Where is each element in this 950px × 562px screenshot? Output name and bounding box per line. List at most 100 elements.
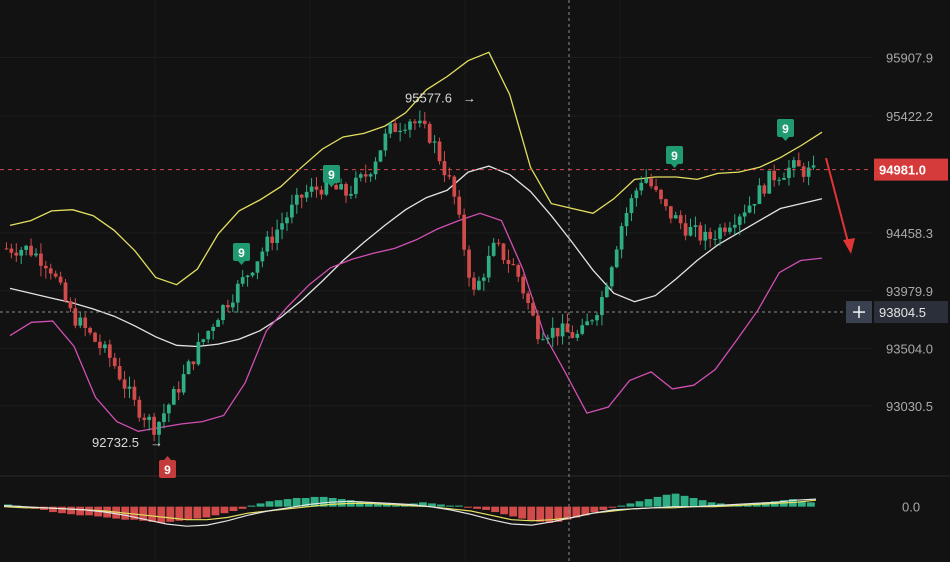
candle-body — [747, 205, 752, 213]
histogram-bar — [518, 506, 527, 519]
oscillator-zero-label: 0.0 — [902, 500, 920, 515]
candle-body — [481, 277, 486, 281]
candle-body — [609, 267, 614, 287]
candle-body — [393, 123, 398, 132]
candle-body — [600, 297, 604, 316]
histogram-bar — [662, 494, 671, 507]
candle-body — [245, 275, 250, 278]
candle-body — [777, 179, 781, 181]
td-marker-badge — [233, 243, 250, 261]
histogram-bar — [247, 505, 256, 507]
candle-body — [324, 177, 329, 195]
td-marker-pointer — [238, 261, 245, 265]
candle-body — [265, 236, 270, 252]
candle-body — [78, 317, 83, 326]
histogram-bar — [734, 505, 743, 507]
candle-body — [142, 417, 147, 421]
histogram-bar — [482, 506, 490, 510]
candle-body — [19, 249, 24, 256]
candle-body — [117, 365, 122, 380]
candle-body — [363, 174, 368, 177]
candle-body — [235, 283, 240, 303]
histogram-bar — [464, 506, 472, 508]
candle-body — [668, 206, 673, 219]
td-marker-label: 9 — [238, 246, 245, 260]
candle-body — [14, 252, 19, 256]
histogram-bar — [76, 506, 84, 516]
histogram-bar — [689, 498, 698, 507]
candle-body — [585, 321, 590, 326]
histogram-bar — [211, 506, 220, 516]
histogram-bar — [337, 499, 346, 507]
candle-body — [713, 238, 717, 240]
candle-body — [718, 227, 722, 239]
candle-body — [98, 341, 102, 349]
candle-body — [501, 243, 506, 261]
candle-body — [299, 194, 304, 198]
candle-body — [24, 245, 29, 250]
crosshair-price-badge — [874, 301, 948, 324]
candle-body — [162, 413, 166, 422]
candle-body — [230, 302, 235, 308]
histogram-bar — [527, 506, 536, 521]
y-tick-label: 93030.5 — [886, 399, 933, 414]
histogram-bar — [139, 506, 148, 521]
y-tick-label: 93504.0 — [886, 341, 933, 356]
td-marker-badge — [666, 146, 683, 164]
histogram-bar — [509, 506, 518, 517]
candle-body — [565, 323, 570, 333]
histogram-bar — [446, 505, 454, 507]
histogram-bar — [545, 506, 554, 523]
histogram-bar — [166, 506, 175, 522]
band-line-1 — [9, 51, 823, 286]
histogram-bar — [256, 503, 265, 507]
histogram-bar — [617, 505, 626, 507]
candle-body — [88, 327, 92, 333]
candle-body — [693, 225, 698, 227]
candle-body — [452, 176, 457, 197]
histogram-bar — [455, 505, 463, 507]
candle-body — [644, 178, 649, 183]
candle-body — [83, 317, 88, 328]
candle-body — [570, 332, 575, 338]
candle-body — [270, 236, 275, 243]
candle-body — [167, 404, 171, 414]
candle-body — [368, 174, 373, 177]
candle-body — [201, 339, 206, 342]
candle-body — [575, 333, 580, 338]
candle-body — [801, 166, 806, 177]
candle-body — [191, 361, 196, 365]
candle-body — [634, 190, 639, 199]
candle-body — [294, 194, 299, 205]
histogram-bar — [283, 499, 292, 507]
histogram-bar — [85, 506, 94, 516]
histogram-bar — [175, 506, 184, 521]
current-price-badge — [874, 158, 948, 181]
candle-body — [250, 272, 255, 276]
candle-body — [417, 120, 422, 124]
candle-body — [39, 253, 43, 266]
candle-body — [132, 386, 137, 400]
candle-body — [319, 189, 324, 195]
candle-body — [285, 217, 289, 224]
candle-body — [427, 123, 432, 143]
histogram-bar — [391, 505, 400, 507]
candle-body — [280, 223, 284, 230]
histogram-bar — [473, 506, 481, 509]
candle-body — [437, 141, 442, 162]
candle-body — [728, 227, 732, 232]
td-marker-pointer — [328, 183, 335, 187]
histogram-bar — [157, 506, 166, 523]
candle-body — [619, 226, 624, 250]
histogram-bar — [680, 495, 689, 507]
candle-body — [196, 341, 201, 365]
y-tick-label: 95422.2 — [886, 109, 933, 124]
candle-body — [550, 327, 555, 338]
histogram-bar — [265, 501, 274, 507]
candle-body — [107, 344, 112, 358]
candle-body — [186, 361, 191, 375]
histogram-bar — [671, 493, 680, 507]
histogram-bar — [238, 506, 247, 509]
candle-body — [536, 315, 540, 340]
candle-body — [708, 231, 713, 239]
